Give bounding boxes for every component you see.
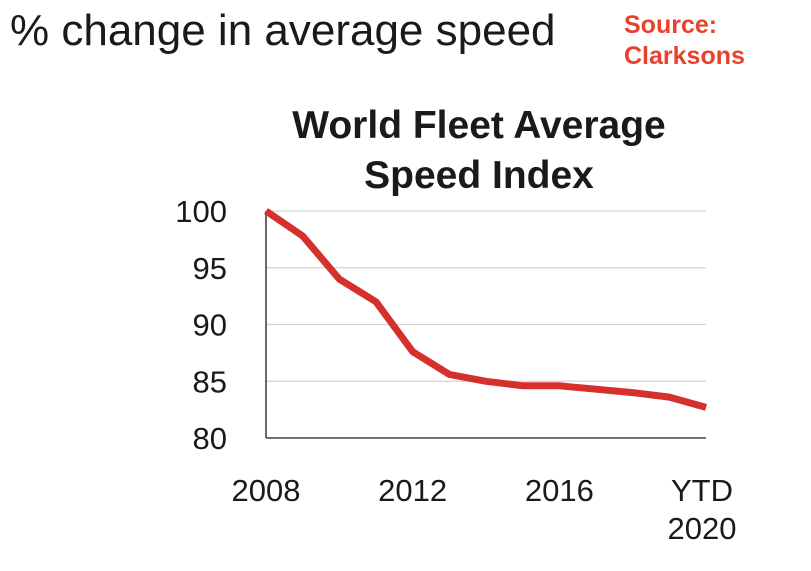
y-tick-label: 90 bbox=[193, 308, 227, 343]
gridlines bbox=[265, 210, 706, 439]
source-note: Source: Clarksons bbox=[624, 10, 745, 72]
y-tick-label: 85 bbox=[193, 364, 227, 399]
series-line bbox=[264, 208, 707, 411]
chart-title-line2: Speed Index bbox=[364, 154, 594, 197]
source-label: Source: bbox=[624, 11, 718, 39]
page-headline: % change in average speed bbox=[10, 6, 556, 55]
x-tick-label: 2012 bbox=[378, 473, 447, 508]
y-tick-label: 95 bbox=[193, 251, 227, 286]
x-tick-label: YTD 2020 bbox=[668, 473, 737, 546]
y-tick-label: 100 bbox=[175, 194, 227, 229]
series-group bbox=[264, 208, 707, 411]
y-axis-ticks: 80 85 90 95 100 bbox=[175, 194, 227, 456]
y-tick-label: 80 bbox=[193, 421, 227, 456]
x-tick-label: 2016 bbox=[525, 473, 594, 508]
source-name: Clarksons bbox=[624, 42, 745, 70]
x-axis-ticks: 2008 2012 2016 YTD 2020 bbox=[232, 473, 737, 546]
x-tick-label: 2008 bbox=[232, 473, 301, 508]
chart-title-line1: World Fleet Average bbox=[292, 104, 666, 147]
